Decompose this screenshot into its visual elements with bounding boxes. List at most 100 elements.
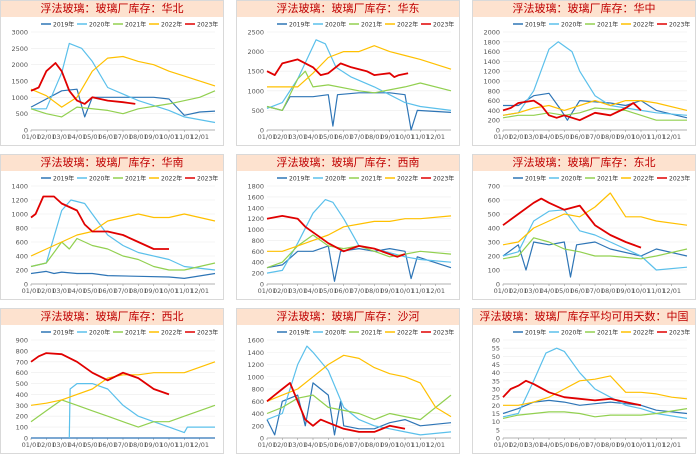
legend-label: 2022年 <box>161 20 182 28</box>
series-line <box>30 213 216 257</box>
y-tick-label: 300 <box>16 402 28 410</box>
y-tick-label: 1000 <box>247 87 264 95</box>
y-tick-label: 500 <box>252 107 264 115</box>
legend-label: 2019年 <box>525 174 546 182</box>
x-tick-label: 02/01 <box>509 133 528 141</box>
x-tick-label: 08/01 <box>601 287 620 295</box>
x-tick-label: 11/01 <box>647 441 666 449</box>
x-tick-label: 11/01 <box>411 287 430 295</box>
y-tick-label: 1400 <box>247 349 264 357</box>
y-tick-label: 60 <box>492 337 500 345</box>
series-line <box>30 195 169 250</box>
chart-title: 浮法玻璃：玻璃厂库存：沙河 <box>237 309 459 325</box>
x-tick-label: 12/01 <box>426 441 445 449</box>
x-tick-label: 05/01 <box>83 287 102 295</box>
x-tick-label: 12/01 <box>662 441 681 449</box>
series-line <box>266 92 452 131</box>
legend-label: 2021年 <box>597 20 618 28</box>
x-tick-label: 04/01 <box>304 133 323 141</box>
x-tick-label: 10/01 <box>396 133 415 141</box>
x-tick-label: 03/01 <box>288 133 307 141</box>
x-tick-label: 07/01 <box>350 133 369 141</box>
legend-label: 2020年 <box>89 174 110 182</box>
series-line <box>30 90 216 118</box>
y-tick-label: 55 <box>492 345 500 353</box>
chart-title: 浮法玻璃：玻璃厂库存：东北 <box>473 155 695 171</box>
chart-panel: 浮法玻璃：玻璃厂库存：西南 0 200 400 600 800 1000 1200 1400 16… <box>236 154 460 300</box>
x-tick-label: 02/01 <box>37 287 56 295</box>
x-tick-label: 01/01 <box>494 133 513 141</box>
series-line <box>266 354 452 418</box>
x-tick-label: 01/01 <box>258 133 277 141</box>
x-tick-label: 05/01 <box>555 287 574 295</box>
y-tick-label: 1000 <box>247 373 264 381</box>
series-line <box>30 199 216 271</box>
legend-label: 2019年 <box>525 20 546 28</box>
legend-label: 2020年 <box>325 174 346 182</box>
x-tick-label: 05/01 <box>319 287 338 295</box>
y-tick-label: 40 <box>492 369 500 377</box>
y-tick-label: 1400 <box>483 58 500 66</box>
y-tick-label: 900 <box>16 337 28 345</box>
x-tick-label: 03/01 <box>52 287 71 295</box>
y-tick-label: 400 <box>488 107 500 115</box>
x-tick-label: 06/01 <box>570 287 589 295</box>
y-tick-label: 0 <box>24 281 28 289</box>
y-tick-label: 600 <box>488 97 500 105</box>
y-tick-label: 1400 <box>11 183 28 191</box>
x-tick-label: 06/01 <box>98 441 117 449</box>
legend-label: 2021年 <box>361 20 382 28</box>
legend-label: 2022年 <box>161 328 182 336</box>
x-tick-label: 04/01 <box>68 441 87 449</box>
x-tick-label: 10/01 <box>160 133 179 141</box>
x-tick-label: 03/01 <box>524 287 543 295</box>
y-tick-label: 1800 <box>483 38 500 46</box>
x-tick-label: 12/01 <box>662 133 681 141</box>
y-tick-label: 800 <box>488 87 500 95</box>
series-line <box>502 107 687 121</box>
y-tick-label: 700 <box>16 358 28 366</box>
series-line <box>502 241 688 278</box>
y-tick-label: 1800 <box>247 183 264 191</box>
legend-label: 2023年 <box>669 174 690 182</box>
x-tick-label: 09/01 <box>380 133 399 141</box>
legend-label: 2022年 <box>633 20 654 28</box>
x-tick-label: 07/01 <box>114 287 133 295</box>
y-tick-label: 1200 <box>11 197 28 205</box>
legend-label: 2019年 <box>289 328 310 336</box>
x-tick-label: 05/01 <box>83 441 102 449</box>
legend-label: 2022年 <box>633 328 654 336</box>
legend-label: 2023年 <box>433 174 454 182</box>
y-tick-label: 0 <box>496 281 500 289</box>
y-tick-label: 2000 <box>11 61 28 69</box>
y-tick-label: 20 <box>492 402 500 410</box>
chart-title: 浮法玻璃：玻璃厂库存：西北 <box>1 309 223 325</box>
x-tick-label: 09/01 <box>380 441 399 449</box>
x-tick-label: 05/01 <box>555 133 574 141</box>
x-tick-label: 05/01 <box>83 133 102 141</box>
x-tick-label: 02/01 <box>273 441 292 449</box>
y-tick-label: 400 <box>252 410 264 418</box>
legend-label: 2021年 <box>125 328 146 336</box>
line-chart: 0 500 1000 1500 2000 2500 01/0102/0103/0104/01… <box>247 20 454 141</box>
x-tick-label: 12/01 <box>190 287 209 295</box>
series-line <box>502 192 688 246</box>
chart-panel: 浮法玻璃：玻璃厂库存：沙河 0 200 400 600 800 1000 1200 1400 16… <box>236 308 460 454</box>
chart-panel: 浮法玻璃：玻璃厂库存：华北 0 500 1000 1500 2000 2500 3000 01/… <box>0 0 224 146</box>
legend-label: 2022年 <box>633 174 654 182</box>
x-tick-label: 07/01 <box>350 441 369 449</box>
y-tick-label: 10 <box>492 418 500 426</box>
series-line <box>502 408 688 419</box>
x-tick-label: 09/01 <box>144 133 163 141</box>
series-line <box>266 394 452 421</box>
y-tick-label: 500 <box>16 380 28 388</box>
x-tick-label: 09/01 <box>616 441 635 449</box>
x-tick-label: 06/01 <box>570 133 589 141</box>
y-tick-label: 300 <box>488 239 500 247</box>
x-tick-label: 04/01 <box>304 287 323 295</box>
legend-label: 2020年 <box>89 20 110 28</box>
y-tick-label: 1500 <box>247 68 264 76</box>
x-tick-label: 02/01 <box>37 441 56 449</box>
x-tick-label: 05/01 <box>319 133 338 141</box>
